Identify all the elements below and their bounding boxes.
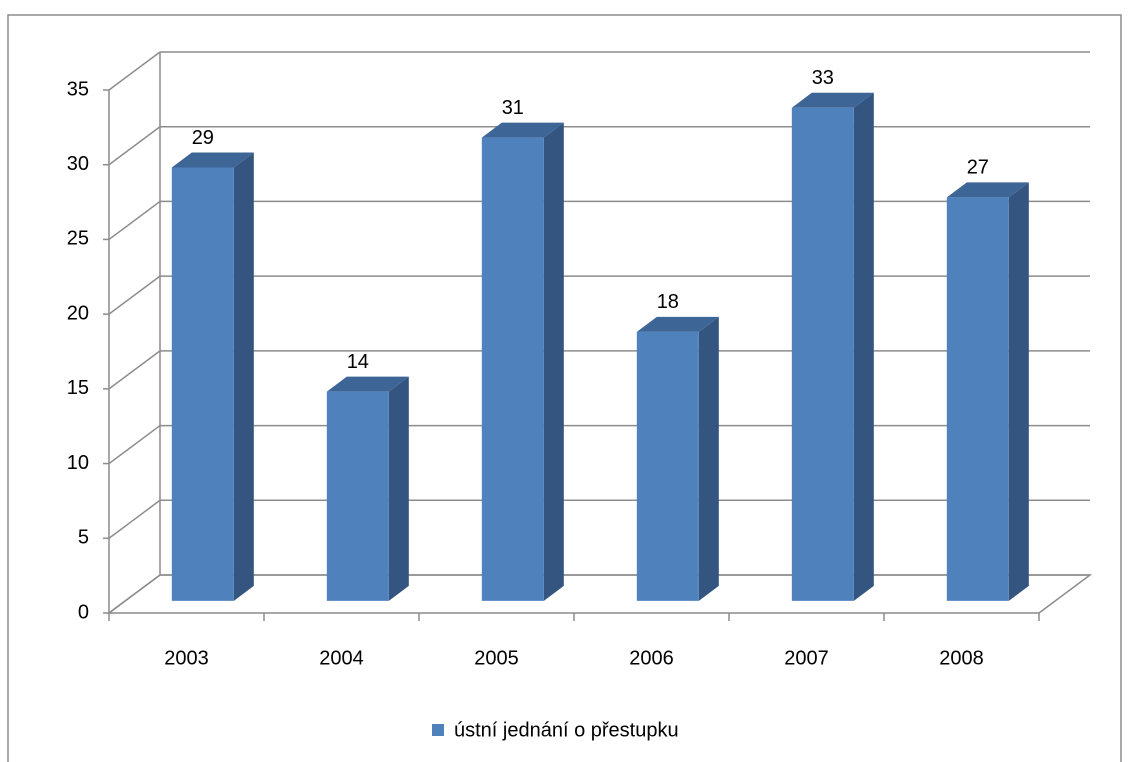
bar-top (636, 316, 719, 332)
bar-top (481, 122, 564, 138)
value-label: 29 (192, 127, 214, 149)
legend-label: ústní jednání o přestupku (454, 719, 679, 741)
bar (636, 331, 699, 601)
x-tick-label: 2004 (319, 647, 364, 669)
value-label: 18 (657, 291, 679, 313)
bar-side (698, 316, 719, 601)
bar (946, 197, 1009, 601)
grid-line-side (108, 126, 161, 166)
y-tick-label: 35 (67, 78, 89, 100)
bar-top (791, 92, 874, 108)
bar (791, 107, 854, 601)
y-tick-label: 25 (67, 228, 89, 250)
grid-line-side (108, 275, 161, 315)
bar (481, 137, 544, 601)
y-tick-label: 15 (67, 377, 89, 399)
value-label: 31 (502, 97, 524, 119)
value-label: 14 (347, 351, 369, 373)
y-tick-label: 10 (67, 452, 89, 474)
bar-side (233, 152, 254, 601)
x-tick-label: 2005 (474, 647, 519, 669)
grid-line-side (108, 424, 161, 465)
grid-line-side (108, 51, 161, 91)
y-tick-label: 0 (78, 601, 89, 623)
bar-side (543, 122, 564, 601)
x-tick-label: 2008 (939, 647, 984, 669)
value-label: 27 (967, 157, 989, 179)
bar-top (171, 152, 254, 168)
x-tick-label: 2006 (629, 647, 674, 669)
bar-top (326, 376, 409, 392)
grid-line-side (108, 350, 161, 390)
grid-line-side (108, 499, 161, 539)
bar (171, 167, 234, 601)
legend-swatch (432, 724, 444, 736)
grid-line-side (108, 200, 161, 241)
y-tick-label: 20 (67, 302, 89, 324)
grid-line-side (108, 574, 161, 614)
bar-side (388, 376, 409, 601)
bar-side (853, 92, 874, 601)
bar-top (946, 182, 1029, 198)
y-tick-label: 30 (67, 153, 89, 175)
value-label: 33 (812, 67, 834, 89)
x-tick-label: 2007 (784, 647, 829, 669)
x-tick-label: 2003 (164, 647, 209, 669)
bar-side (1008, 182, 1029, 601)
y-tick-label: 5 (78, 527, 89, 549)
bar (326, 391, 389, 601)
